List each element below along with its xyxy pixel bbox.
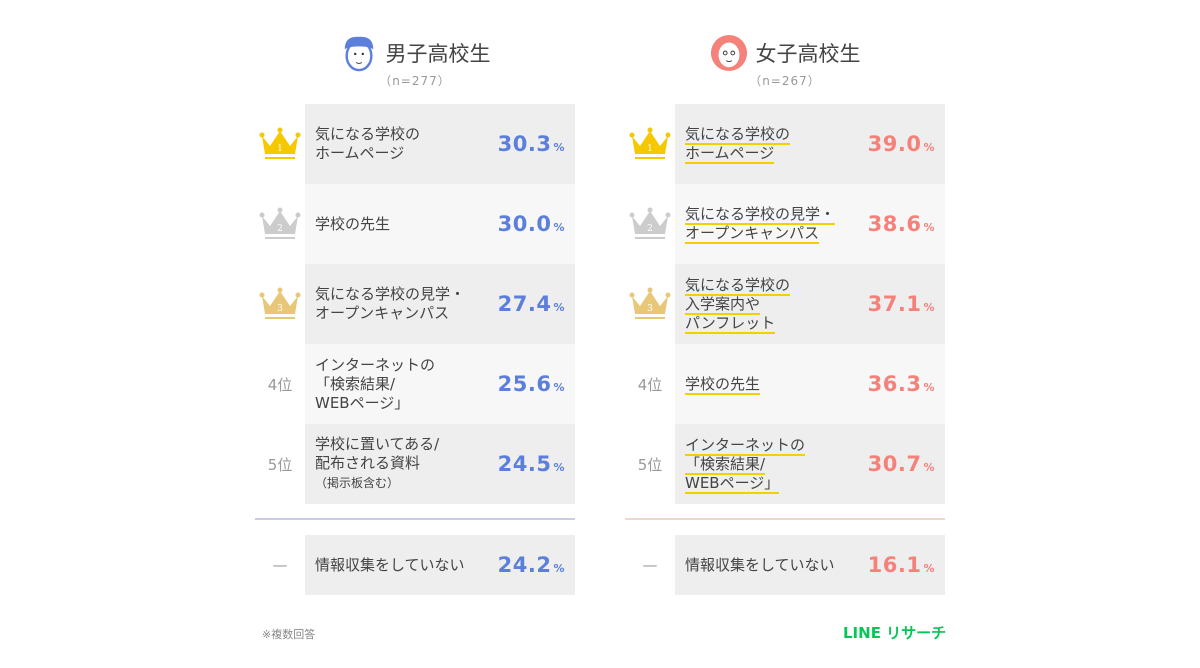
item-value: 24.5%: [497, 452, 565, 476]
rank: 2: [625, 184, 675, 264]
svg-text:3: 3: [277, 304, 283, 314]
item-value: 39.0%: [867, 132, 935, 156]
rank: 5位: [625, 424, 675, 504]
item-label: 情報収集をしていない: [315, 555, 465, 574]
svg-text:1: 1: [647, 144, 653, 154]
item-label: 学校の先生: [315, 214, 391, 233]
rank-label: —: [642, 556, 658, 574]
item-label: インターネットの 「検索結果/ WEBページ」: [685, 435, 806, 494]
item-label: 気になる学校の ホームページ: [685, 125, 791, 164]
svg-text:2: 2: [277, 224, 283, 234]
item-value: 30.0%: [497, 212, 565, 236]
divider: [255, 518, 575, 520]
crown-icon: 1: [629, 127, 671, 159]
crown-icon: 1: [259, 127, 301, 159]
rank-label: 5位: [637, 455, 663, 474]
ranking-row: 5位 学校に置いてある/ 配布される資料 （掲示板含む） 24.5%: [255, 424, 575, 504]
svg-text:3: 3: [647, 304, 653, 314]
item-label: インターネットの 「検索結果/ WEBページ」: [315, 355, 436, 412]
rank: 4位: [625, 344, 675, 424]
item-value: 36.3%: [867, 372, 935, 396]
item-value: 25.6%: [497, 372, 565, 396]
ranking-row: 1 気になる学校の ホームページ 39.0%: [625, 104, 945, 184]
rank: 2: [255, 184, 305, 264]
rank: 3: [625, 264, 675, 344]
ranking-row: 4位 学校の先生 36.3%: [625, 344, 945, 424]
group-header: 女子高校生 （n=267）: [625, 0, 945, 104]
item-label: 気になる学校の 入学案内や パンフレット: [685, 275, 791, 334]
ranking-row: 5位 インターネットの 「検索結果/ WEBページ」 30.7%: [625, 424, 945, 504]
svg-text:2: 2: [647, 224, 653, 234]
ranking-row: 2 気になる学校の見学・ オープンキャンパス 38.6%: [625, 184, 945, 264]
girls-column: 女子高校生 （n=267） 1 気になる学校の ホームページ 39.0% 2 気になる学校の…: [625, 0, 945, 595]
item-value: 27.4%: [497, 292, 565, 316]
crown-icon: 3: [629, 287, 671, 319]
item-label: 気になる学校の ホームページ: [315, 125, 421, 162]
item-value: 38.6%: [867, 212, 935, 236]
item-value: 30.3%: [497, 132, 565, 156]
group-title: 女子高校生: [755, 42, 861, 66]
none-row: — 情報収集をしていない 16.1%: [625, 535, 945, 595]
ranking-row: 3 気になる学校の見学・ オープンキャンパス 27.4%: [255, 264, 575, 344]
crown-icon: 2: [259, 207, 301, 239]
divider: [625, 518, 945, 520]
item-value: 16.1%: [867, 553, 935, 577]
crown-icon: 2: [629, 207, 671, 239]
item-label: 情報収集をしていない: [685, 555, 835, 574]
boy-face-icon: [344, 36, 373, 72]
rank-label: —: [272, 556, 288, 574]
rank: 4位: [255, 344, 305, 424]
rank: 5位: [255, 424, 305, 504]
group-title: 男子高校生: [385, 42, 491, 66]
rank: 1: [255, 104, 305, 184]
rank: —: [625, 535, 675, 595]
svg-text:1: 1: [277, 144, 283, 154]
rank-label: 4位: [267, 375, 293, 394]
item-label: 気になる学校の見学・ オープンキャンパス: [315, 285, 466, 322]
sample-size: （n=277）: [379, 74, 451, 88]
item-value: 24.2%: [497, 553, 565, 577]
group-header: 男子高校生 （n=277）: [255, 0, 575, 104]
boys-column: 男子高校生 （n=277） 1 気になる学校の ホームページ 30.3% 2 学校の先生 30…: [255, 0, 575, 595]
rank-label: 5位: [267, 455, 293, 474]
girl-face-icon: [710, 34, 747, 72]
none-row: — 情報収集をしていない 24.2%: [255, 535, 575, 595]
crown-icon: 3: [259, 287, 301, 319]
item-value: 37.1%: [867, 292, 935, 316]
footnote: ※複数回答: [262, 628, 316, 641]
item-label: 学校の先生: [685, 374, 761, 395]
sample-size: （n=267）: [749, 74, 821, 88]
line-research-logo: LINE リサーチ: [843, 624, 947, 642]
rank: 3: [255, 264, 305, 344]
ranking-row: 3 気になる学校の 入学案内や パンフレット 37.1%: [625, 264, 945, 344]
ranking-row: 2 学校の先生 30.0%: [255, 184, 575, 264]
item-label: 学校に置いてある/ 配布される資料 （掲示板含む）: [315, 435, 440, 490]
item-label: 気になる学校の見学・ オープンキャンパス: [685, 205, 836, 244]
item-value: 30.7%: [867, 452, 935, 476]
ranking-row: 4位 インターネットの 「検索結果/ WEBページ」 25.6%: [255, 344, 575, 424]
ranking-row: 1 気になる学校の ホームページ 30.3%: [255, 104, 575, 184]
rank: 1: [625, 104, 675, 184]
rank-label: 4位: [637, 375, 663, 394]
rank: —: [255, 535, 305, 595]
